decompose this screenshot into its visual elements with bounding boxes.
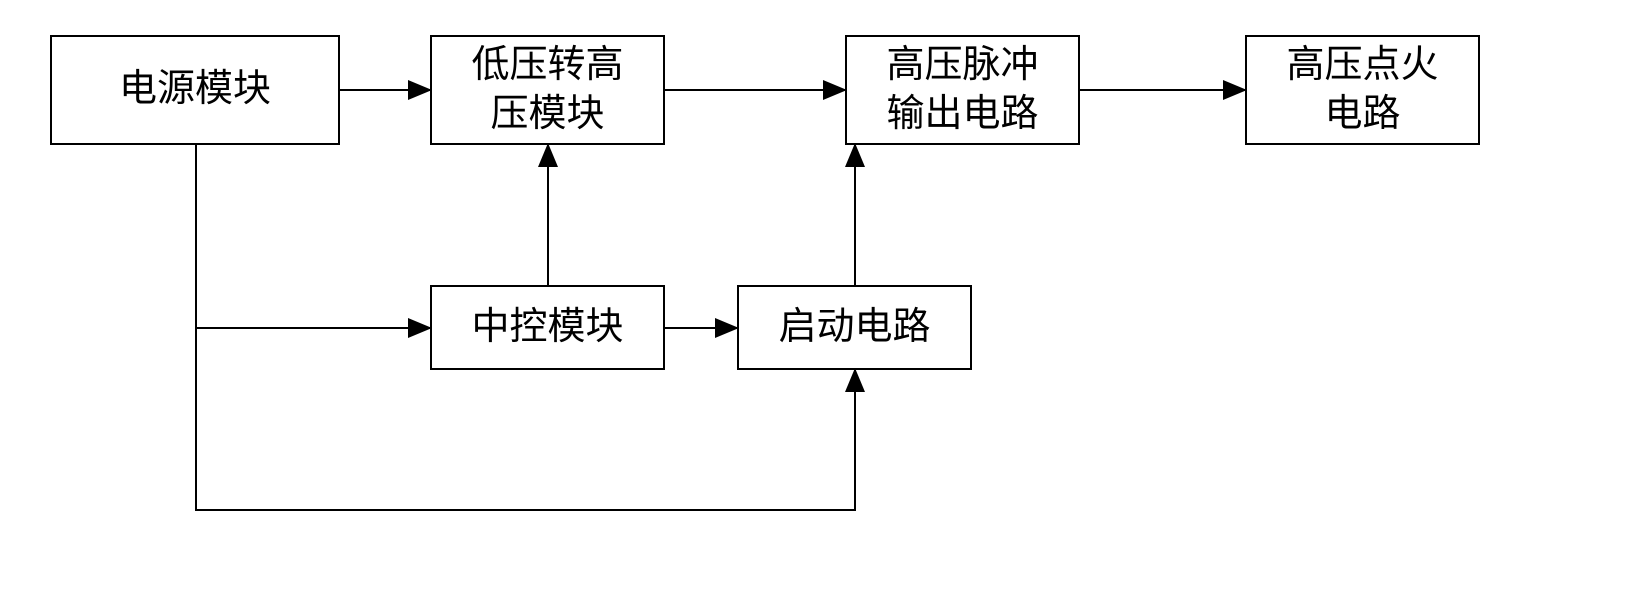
- node-low_to_high_module: 低压转高 压模块: [430, 35, 665, 145]
- node-control_module: 中控模块: [430, 285, 665, 370]
- node-high_ignition: 高压点火 电路: [1245, 35, 1480, 145]
- node-label: 中控模块: [471, 303, 623, 352]
- node-label: 电源模块: [119, 65, 271, 114]
- node-label: 启动电路: [778, 303, 930, 352]
- block-diagram: 电源模块 低压转高 压模块 高压脉冲 输出电路 高压点火 电路中控模块 启动电路: [0, 0, 1643, 594]
- node-start_circuit: 启动电路: [737, 285, 972, 370]
- node-label: 高压脉冲 输出电路: [886, 41, 1038, 140]
- node-label: 高压点火 电路: [1286, 41, 1438, 140]
- node-high_pulse_output: 高压脉冲 输出电路: [845, 35, 1080, 145]
- edge-power_module-to-control_module: [196, 145, 430, 328]
- node-power_module: 电源模块: [50, 35, 340, 145]
- node-label: 低压转高 压模块: [471, 41, 623, 140]
